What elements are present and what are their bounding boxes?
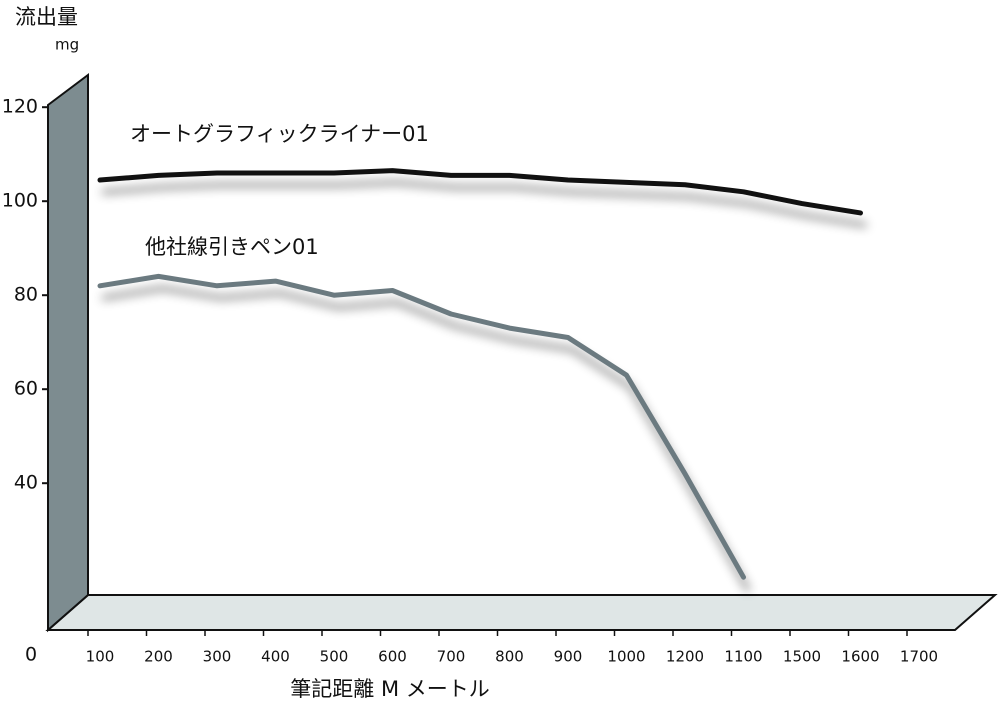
series-label: 他社線引きペン01	[145, 235, 319, 259]
series-line	[97, 168, 863, 216]
x-tick-label: 200	[144, 648, 173, 666]
x-tick-label: 1600	[841, 648, 879, 666]
y-tick-label: 120	[2, 96, 38, 118]
floor	[45, 594, 998, 631]
x-tick-label: 500	[320, 648, 349, 666]
x-tick-label: 1500	[783, 648, 821, 666]
x-tick-label: 1100	[724, 648, 762, 666]
x-tick-label: 1700	[900, 648, 938, 666]
x-tick-label: 600	[378, 648, 407, 666]
x-tick-label: 100	[86, 648, 115, 666]
y-tick-label: 40	[14, 472, 38, 494]
series-line	[97, 273, 746, 580]
x-tick-label: 300	[203, 648, 232, 666]
x-tick-label: 400	[261, 648, 290, 666]
x-tick-label: 1200	[666, 648, 704, 666]
y-title: 流出量	[15, 5, 78, 29]
y-tick-label: 100	[2, 190, 38, 212]
x-tick-label: 700	[437, 648, 466, 666]
y-tick-label: 80	[14, 284, 38, 306]
x-title: 筆記距離 M メートル	[290, 677, 489, 701]
series-label: オートグラフィックライナー01	[130, 122, 429, 146]
x-tick-label: 900	[554, 648, 583, 666]
y-wall	[47, 73, 89, 633]
origin-label: 0	[25, 644, 37, 666]
y-unit: mg	[55, 36, 79, 54]
x-tick-label: 800	[495, 648, 524, 666]
x-tick-label: 1000	[607, 648, 645, 666]
y-tick-label: 60	[14, 378, 38, 400]
